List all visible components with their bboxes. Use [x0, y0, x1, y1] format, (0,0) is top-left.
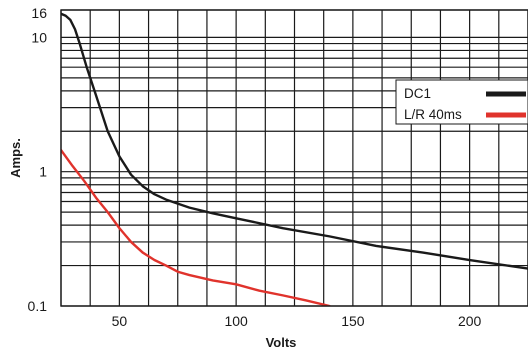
series-lines — [61, 12, 528, 306]
series-line-lr40ms — [61, 148, 331, 306]
legend: DC1 L/R 40ms — [395, 79, 528, 125]
x-axis-title: Volts — [266, 335, 297, 350]
y-tick-label: 0.1 — [28, 298, 48, 314]
y-tick-label: 1 — [39, 164, 47, 180]
x-tick-label: 200 — [458, 313, 482, 329]
y-tick-label: 10 — [31, 29, 47, 45]
legend-label-lr40ms: L/R 40ms — [404, 107, 462, 122]
x-tick-label: 100 — [224, 313, 248, 329]
series-line-dc1 — [61, 12, 528, 270]
y-axis-title: Amps. — [8, 138, 23, 178]
x-tick-label: 150 — [341, 313, 365, 329]
legend-label-dc1: DC1 — [404, 86, 431, 101]
y-tick-label: 16 — [31, 5, 47, 21]
tick-labels: 50 100 150 200 0.1 1 10 16 — [28, 5, 482, 329]
x-tick-label: 50 — [112, 313, 128, 329]
plot-frame — [60, 9, 528, 307]
